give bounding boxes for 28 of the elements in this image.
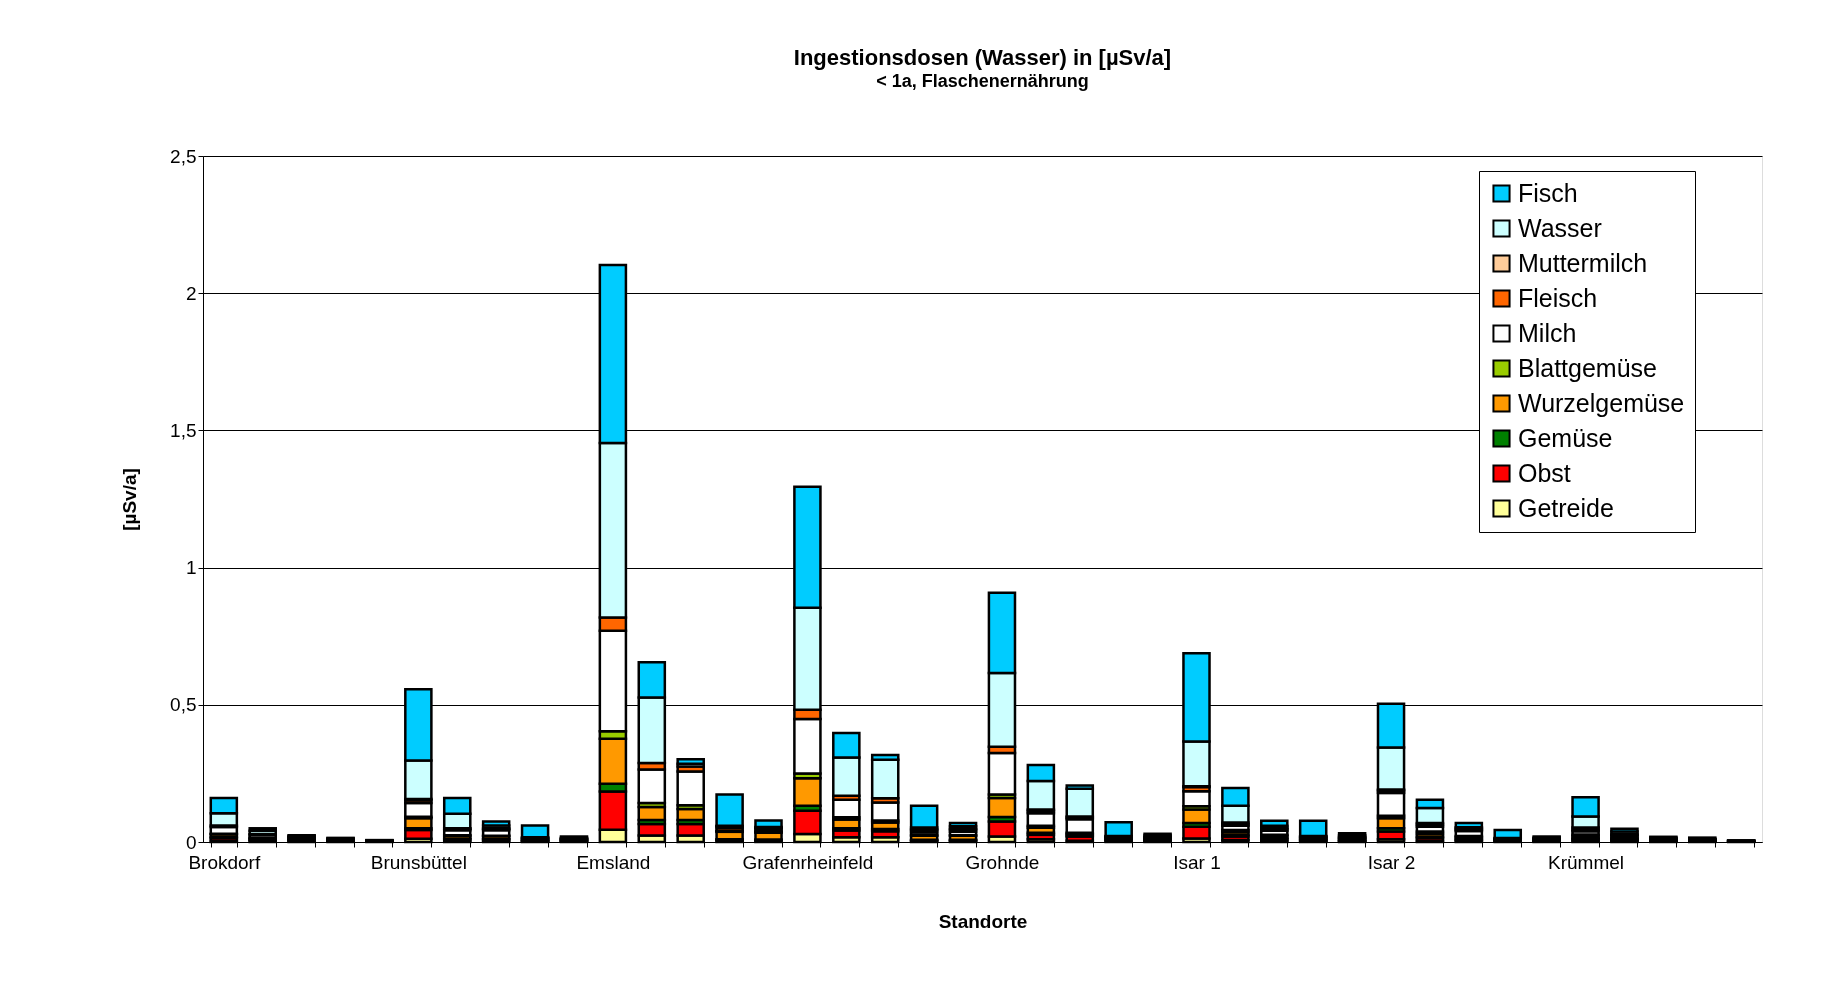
- y-tick-label: 1,5: [170, 419, 197, 441]
- legend-label: Gemüse: [1518, 423, 1613, 452]
- x-tick-label: Isar 1: [1173, 851, 1221, 873]
- y-tick-label: 2: [185, 282, 197, 304]
- chart-subtitle: < 1a, Flaschenernährung: [876, 71, 1089, 91]
- legend-label: Getreide: [1518, 493, 1614, 522]
- chart-title: Ingestionsdosen (Wasser) in [µSv/a]: [793, 45, 1172, 70]
- x-tick-label: Grohnde: [965, 851, 1040, 873]
- legend-label: Muttermilch: [1518, 248, 1648, 277]
- x-tick-label: Brokdorf: [188, 851, 261, 873]
- x-axis-title: Standorte: [938, 910, 1028, 932]
- y-tick-label: 0,5: [170, 694, 197, 716]
- y-tick-label: 0: [185, 831, 197, 853]
- legend-label: Milch: [1518, 318, 1577, 347]
- legend-label: Wurzelgemüse: [1518, 388, 1685, 417]
- y-tick-label: 1: [185, 557, 197, 579]
- legend-label: Blattgemüse: [1518, 353, 1657, 382]
- x-tick-label: Krümmel: [1548, 851, 1625, 873]
- legend-label: Fisch: [1518, 178, 1578, 207]
- legend-label: Fleisch: [1518, 283, 1598, 312]
- y-tick-label: 2,5: [170, 145, 197, 167]
- x-tick-label: Isar 2: [1367, 851, 1416, 873]
- x-tick-label: Emsland: [576, 851, 651, 873]
- x-tick-label: Grafenrheinfeld: [742, 851, 874, 873]
- legend-label: Wasser: [1518, 213, 1602, 242]
- legend-label: Obst: [1518, 458, 1571, 487]
- y-axis-title: [µSv/a]: [119, 468, 141, 531]
- x-tick-label: Brunsbüttel: [370, 851, 467, 873]
